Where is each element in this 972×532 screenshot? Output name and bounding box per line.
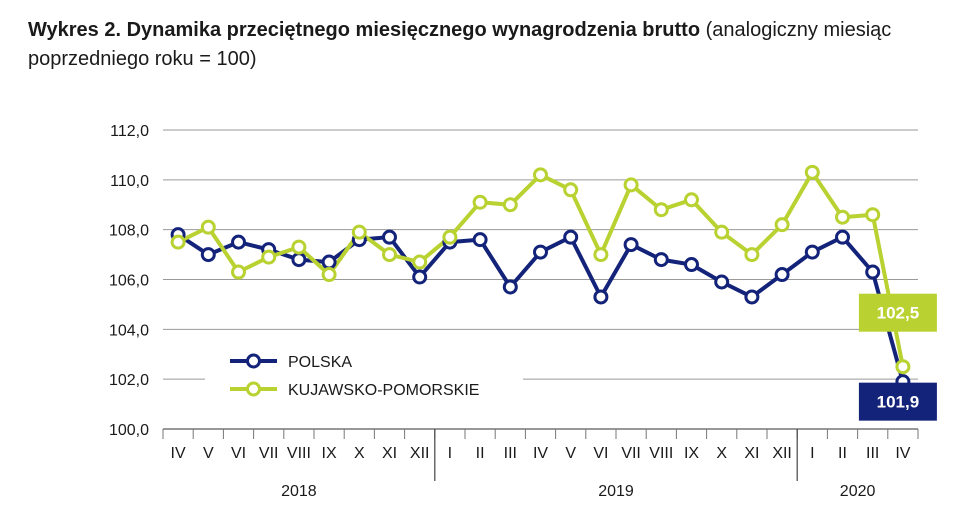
x-tick-label: IX: [684, 445, 699, 462]
data-point: [412, 254, 428, 270]
data-point: [623, 237, 639, 253]
legend-label: KUJAWSKO-POMORSKIE: [288, 382, 479, 399]
x-tick-label: XII: [772, 445, 792, 462]
x-tick-label: IX: [322, 445, 337, 462]
data-point: [835, 209, 850, 225]
x-tick-label: III: [866, 445, 879, 462]
data-point: [774, 217, 790, 233]
x-tick-label: V: [203, 445, 214, 462]
x-tick-label: V: [565, 445, 576, 462]
data-point: [533, 244, 548, 260]
data-point: [382, 229, 397, 245]
data-point: [502, 197, 518, 213]
x-tick-label: VII: [621, 445, 641, 462]
data-point: [200, 219, 216, 235]
y-tick-label: 108,0: [109, 223, 149, 240]
data-point: [442, 229, 458, 245]
legend-marker: [246, 381, 261, 397]
data-point: [804, 244, 820, 260]
y-tick-label: 100,0: [109, 422, 149, 439]
data-point: [593, 289, 609, 305]
value-label: 102,5: [877, 304, 920, 323]
x-tick-label: I: [448, 445, 452, 462]
data-point: [653, 252, 669, 268]
x-tick-label: XI: [382, 445, 397, 462]
x-tick-label: IV: [895, 445, 910, 462]
data-point: [804, 164, 820, 180]
data-point: [231, 264, 246, 280]
data-point: [261, 249, 277, 265]
data-point: [563, 229, 579, 245]
chart-title: Wykres 2. Dynamika przeciętnego miesięcz…: [28, 16, 958, 74]
data-point: [533, 167, 548, 183]
data-point: [684, 257, 699, 273]
year-label: 2019: [598, 483, 634, 500]
x-tick-label: XII: [410, 445, 430, 462]
x-tick-label: VI: [231, 445, 246, 462]
data-point: [321, 254, 337, 270]
y-tick-label: 102,0: [109, 372, 149, 389]
x-tick-label: II: [476, 445, 485, 462]
data-point: [593, 247, 609, 263]
x-tick-label: II: [838, 445, 847, 462]
data-point: [321, 267, 337, 283]
chart-title-bold: Wykres 2. Dynamika przeciętnego miesięcz…: [28, 19, 701, 41]
x-tick-label: IV: [171, 445, 186, 462]
data-point: [684, 192, 699, 208]
year-label: 2018: [281, 483, 317, 500]
data-point: [774, 267, 790, 283]
chart-title-rest: (analogiczny miesiąc poprzedniego roku =…: [28, 19, 892, 70]
x-tick-label: XI: [744, 445, 759, 462]
data-point: [623, 177, 639, 193]
y-tick-label: 104,0: [109, 322, 149, 339]
series-line: [177, 170, 905, 368]
data-point: [563, 182, 579, 198]
data-point: [200, 247, 216, 263]
x-tick-label: IV: [533, 445, 548, 462]
data-point: [865, 264, 881, 280]
data-point: [653, 202, 669, 218]
data-point: [895, 359, 911, 375]
x-tick-label: X: [716, 445, 727, 462]
legend-marker: [246, 353, 261, 369]
x-tick-label: VIII: [649, 445, 673, 462]
y-axis: 112,0 110,0 108,0 106,0 104,0 102,0 100,0: [109, 123, 149, 439]
x-tick-label: III: [504, 445, 517, 462]
x-tick-label: I: [810, 445, 814, 462]
x-tick-label: VI: [593, 445, 608, 462]
data-point: [744, 247, 760, 263]
x-tick-label: X: [354, 445, 365, 462]
legend-label: POLSKA: [288, 354, 352, 371]
data-point: [714, 274, 730, 290]
value-label: 101,9: [877, 393, 920, 412]
value-annotations: 102,5 101,9: [858, 293, 937, 421]
data-point: [291, 252, 307, 268]
y-tick-label: 112,0: [110, 123, 149, 140]
data-point: [714, 224, 730, 240]
data-point: [502, 279, 518, 295]
series-layer: [170, 164, 911, 390]
y-tick-label: 110,0: [110, 173, 149, 190]
y-tick-label: 106,0: [109, 273, 149, 290]
year-label: 2020: [840, 483, 876, 500]
x-tick-label: VIII: [287, 445, 311, 462]
data-point: [744, 289, 760, 305]
data-point: [472, 232, 488, 248]
data-point: [231, 234, 246, 250]
legend: POLSKA KUJAWSKO-POMORSKIE: [205, 344, 523, 404]
value-label-box: [858, 382, 937, 421]
data-point: [382, 247, 397, 263]
data-point: [351, 224, 367, 240]
data-point: [835, 229, 850, 245]
data-point: [170, 234, 186, 250]
x-axis: IV V VI VII VIII IX X XI XII I II III IV V VI VII VIII IX…: [162, 428, 919, 500]
data-point: [291, 239, 307, 255]
value-label-box: [858, 293, 937, 332]
data-point: [865, 207, 881, 223]
data-point: [412, 269, 428, 285]
data-point: [472, 194, 488, 210]
x-tick-label: VII: [259, 445, 279, 462]
